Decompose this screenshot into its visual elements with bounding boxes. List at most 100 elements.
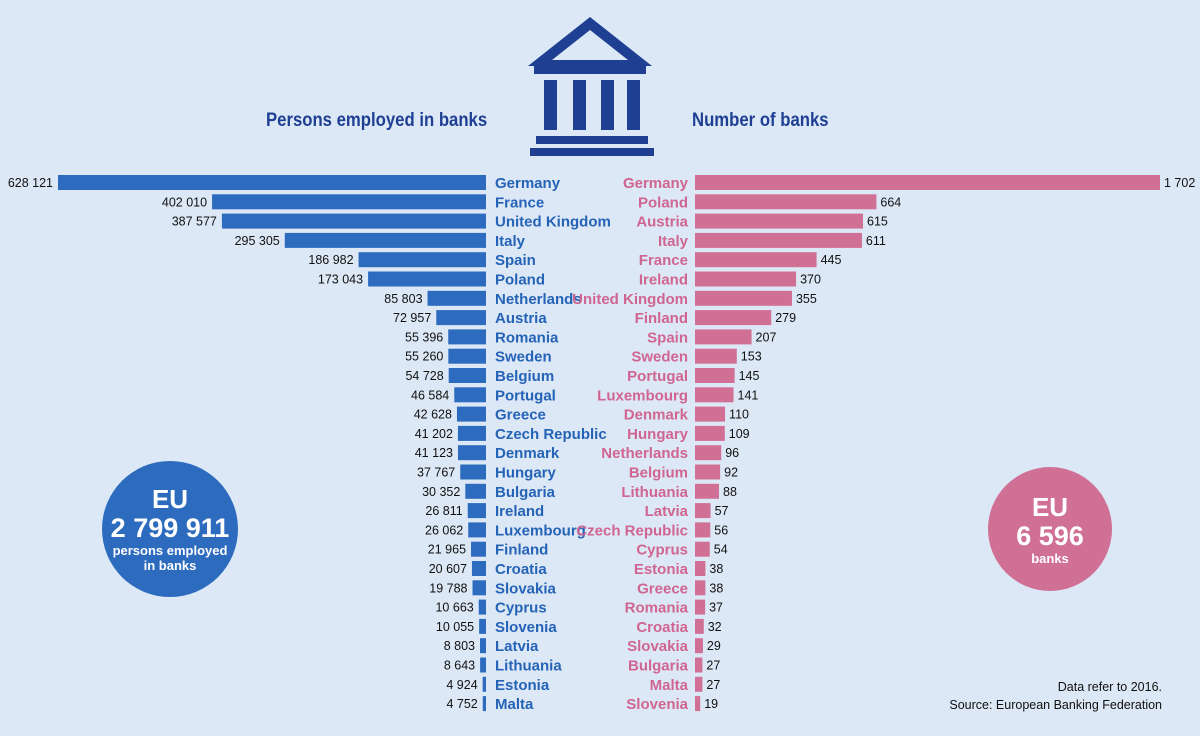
banks-value-label: 370 xyxy=(800,273,821,287)
employees-bar-poland xyxy=(368,271,486,287)
employees-value-label: 295 305 xyxy=(235,234,280,248)
employees-bar-cyprus xyxy=(478,599,486,615)
employees-country-label: Lithuania xyxy=(495,658,562,675)
banks-country-label: Estonia xyxy=(634,561,689,578)
employees-bar-hungary xyxy=(460,464,486,480)
banks-bar-chart: 1 702 Germany 664 Poland 615 Austria 611 Italy 4… xyxy=(572,175,1195,713)
banks-bar-estonia xyxy=(695,561,706,576)
employees-country-label: Poland xyxy=(495,272,545,289)
banks-country-label: Malta xyxy=(650,677,689,694)
employees-value-label: 19 788 xyxy=(429,581,467,595)
banks-value-label: 110 xyxy=(729,408,749,422)
employees-value-label: 8 803 xyxy=(444,639,475,653)
banks-value-label: 32 xyxy=(708,620,722,634)
banks-country-label: Germany xyxy=(623,175,689,192)
banks-country-label: Bulgaria xyxy=(628,658,689,675)
banks-bar-belgium xyxy=(695,464,721,480)
employees-country-label: Luxembourg xyxy=(495,522,586,539)
banks-bar-hungary xyxy=(695,425,725,441)
banks-country-label: Hungary xyxy=(627,426,689,443)
banks-value-label: 38 xyxy=(709,581,723,595)
banks-country-label: Netherlands xyxy=(601,445,688,462)
banks-bar-latvia xyxy=(695,503,711,519)
employees-country-label: Slovakia xyxy=(495,580,557,597)
banks-value-label: 664 xyxy=(880,195,901,209)
employees-bar-sweden xyxy=(448,348,486,364)
banks-value-label: 96 xyxy=(725,446,739,460)
banks-country-label: Greece xyxy=(637,580,688,597)
employees-bar-ireland xyxy=(467,503,486,519)
banks-country-label: Ireland xyxy=(639,272,688,289)
employees-country-label: Czech Republic xyxy=(495,426,607,443)
employees-bar-portugal xyxy=(454,387,486,403)
banks-value-label: 38 xyxy=(709,562,723,576)
banks-bar-france xyxy=(695,252,817,268)
banks-value-label: 355 xyxy=(796,292,817,306)
banks-bar-luxembourg xyxy=(695,387,734,403)
employees-value-label: 54 728 xyxy=(405,369,443,383)
employees-country-label: Greece xyxy=(495,407,546,424)
employees-country-label: Malta xyxy=(495,696,534,713)
banks-country-label: Finland xyxy=(635,310,688,327)
banks-country-label: United Kingdom xyxy=(572,291,688,308)
banks-country-label: Cyprus xyxy=(636,542,688,559)
banks-value-label: 611 xyxy=(866,234,886,248)
banks-value-label: 27 xyxy=(706,659,720,673)
employees-value-label: 42 628 xyxy=(414,408,452,422)
banks-value-label: 54 xyxy=(714,543,728,557)
employees-country-label: Slovenia xyxy=(495,619,557,636)
employees-bar-bulgaria xyxy=(465,483,486,499)
employees-value-label: 21 965 xyxy=(428,543,466,557)
employees-country-label: Estonia xyxy=(495,677,550,694)
banks-bar-italy xyxy=(695,232,862,248)
employees-value-label: 10 055 xyxy=(436,620,474,634)
employees-bar-latvia xyxy=(480,638,486,654)
banks-bar-malta xyxy=(695,676,703,692)
employees-bar-czech-republic xyxy=(457,425,486,441)
employees-bar-slovenia xyxy=(479,618,486,634)
employees-country-label: United Kingdom xyxy=(495,214,611,231)
banks-value-label: 56 xyxy=(714,523,728,537)
employees-country-label: Austria xyxy=(495,310,547,327)
employees-country-label: Netherlands xyxy=(495,291,582,308)
banks-bar-portugal xyxy=(695,368,735,383)
employees-value-label: 41 123 xyxy=(415,446,453,460)
employees-value-label: 37 767 xyxy=(417,466,455,480)
banks-bar-romania xyxy=(695,599,706,615)
banks-bar-slovenia xyxy=(695,696,701,712)
banks-value-label: 37 xyxy=(709,601,723,615)
employees-value-label: 20 607 xyxy=(429,562,467,576)
employees-bar-greece xyxy=(456,406,486,422)
employees-bar-lithuania xyxy=(480,657,486,673)
data-year-note: Data refer to 2016. xyxy=(1057,680,1162,694)
eu-employees-value: 2 799 911 xyxy=(110,513,230,543)
employees-bar-croatia xyxy=(471,561,486,576)
employees-bar-denmark xyxy=(457,445,486,461)
banks-country-label: Romania xyxy=(625,600,689,617)
banks-country-label: Portugal xyxy=(627,368,688,385)
employees-value-label: 55 260 xyxy=(405,350,443,364)
employees-bar-romania xyxy=(448,329,486,345)
banks-value-label: 615 xyxy=(867,215,888,229)
banks-bar-greece xyxy=(695,580,706,596)
banks-country-label: Slovakia xyxy=(627,638,689,655)
employees-bar-netherlands xyxy=(427,290,486,306)
employees-value-label: 26 062 xyxy=(425,523,463,537)
banks-country-label: Slovenia xyxy=(626,696,688,713)
employees-country-label: Italy xyxy=(495,233,526,250)
employees-country-label: Hungary xyxy=(495,465,557,482)
employees-value-label: 30 352 xyxy=(422,485,460,499)
banks-value-label: 19 xyxy=(704,697,718,711)
bank-building-icon xyxy=(528,17,654,156)
employees-bar-finland xyxy=(471,541,486,557)
banks-country-label: Lithuania xyxy=(621,484,688,501)
banks-value-label: 1 702 xyxy=(1164,176,1195,190)
banks-bar-denmark xyxy=(695,406,726,422)
employees-country-label: France xyxy=(495,194,544,211)
banks-value-label: 279 xyxy=(775,311,796,325)
employees-value-label: 4 924 xyxy=(446,678,477,692)
employees-bar-france xyxy=(212,194,486,210)
employees-bar-estonia xyxy=(482,676,486,692)
banks-bar-croatia xyxy=(695,618,704,634)
